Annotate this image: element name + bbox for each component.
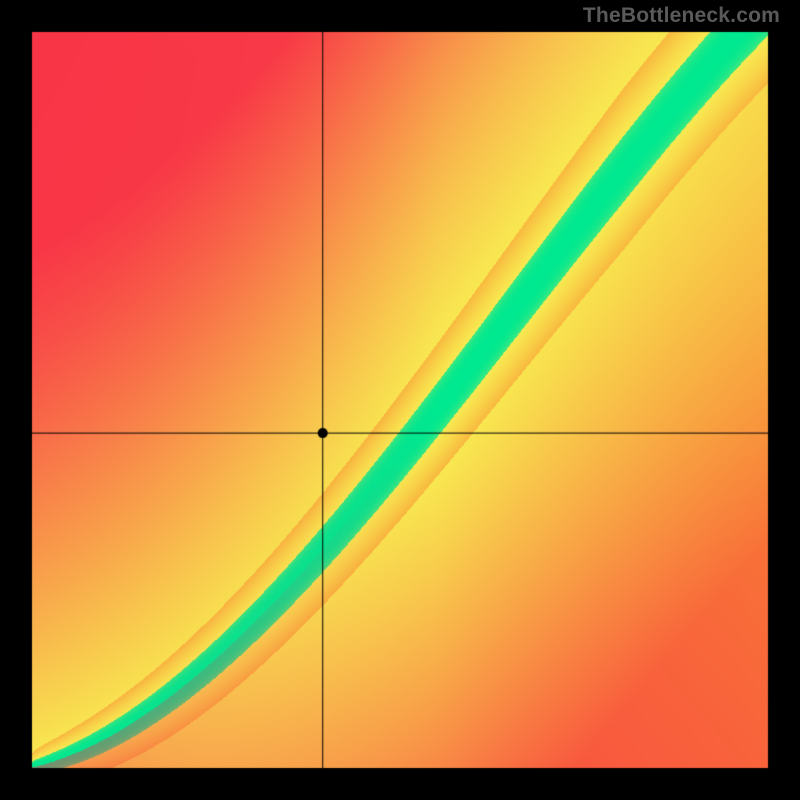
watermark-text: TheBottleneck.com [583,4,780,28]
chart-container: TheBottleneck.com [0,0,800,800]
bottleneck-heatmap [0,0,800,800]
